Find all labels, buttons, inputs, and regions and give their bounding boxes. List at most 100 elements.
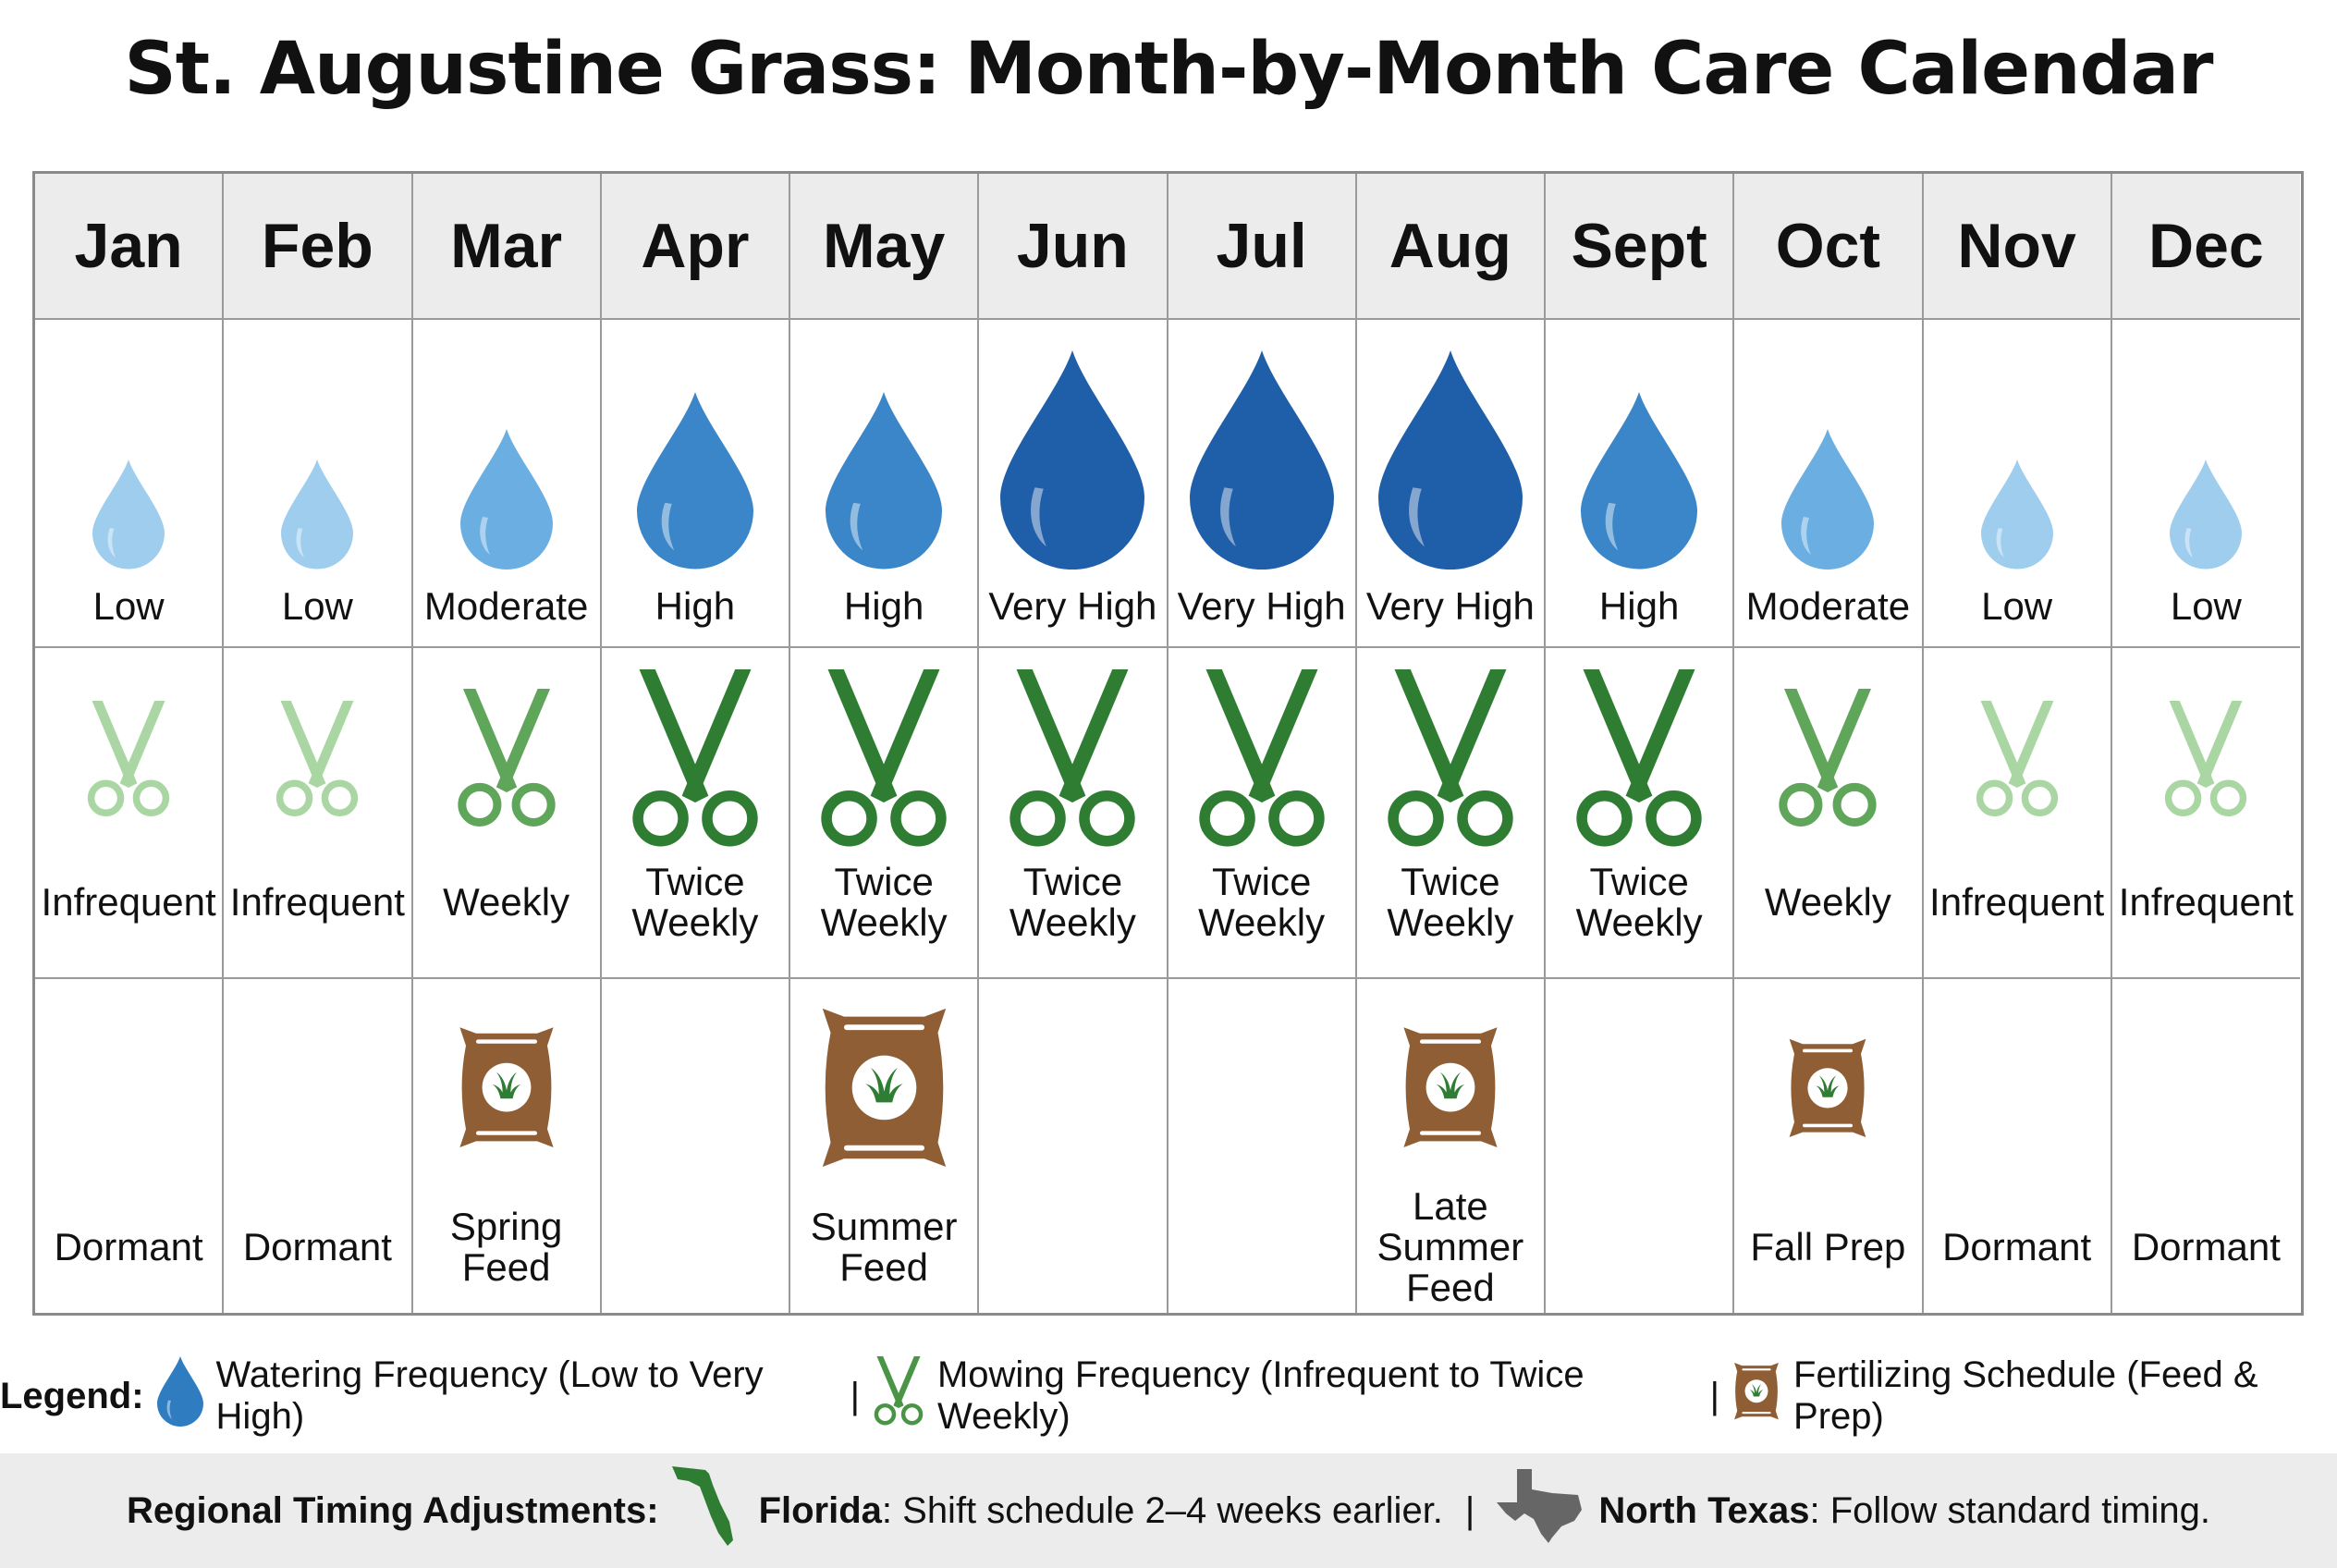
month-header: Nov: [1923, 174, 2112, 320]
legend: Legend: Watering Frequency (Low to Very …: [0, 1354, 2337, 1437]
fertilizing-schedule: [1546, 1187, 1732, 1307]
scissors-icon: [1357, 667, 1544, 851]
watering-level: Very High: [1177, 584, 1346, 628]
watering-level: High: [1598, 584, 1680, 628]
month-header: Oct: [1734, 174, 1924, 320]
fertilizing-schedule: Dormant: [242, 1225, 392, 1268]
florida-map-icon: [671, 1464, 746, 1557]
fertilizer-bag-icon: [1732, 1362, 1780, 1429]
fertilizer-bag-icon: [413, 988, 600, 1187]
water-drop-icon: [1357, 348, 1544, 570]
care-calendar-table: Jan Low Infrequent Dormant Feb Low Infrequent D…: [32, 171, 2304, 1316]
scissors-icon: [2112, 667, 2300, 851]
water-drop-icon: [1168, 348, 1355, 570]
month-header: Feb: [224, 174, 413, 320]
fertilizer-bag-icon: [979, 988, 1166, 1187]
water-drop-icon: [979, 348, 1166, 570]
mowing-cell: Weekly: [412, 648, 602, 979]
scissors-icon: [873, 1356, 924, 1436]
page-title: St. Augustine Grass: Month-by-Month Care…: [124, 28, 2214, 111]
month-header: Jan: [35, 174, 225, 320]
mowing-cell: Twice Weekly: [1168, 648, 1357, 979]
mowing-frequency: Weekly: [1764, 880, 1891, 924]
fertilizer-bag-icon: [35, 988, 222, 1187]
fertilizer-bag-icon: [1546, 988, 1732, 1187]
mowing-frequency: Infrequent: [1929, 880, 2105, 924]
scissors-icon: [790, 667, 977, 851]
watering-cell: Low: [224, 320, 413, 648]
water-drop-icon: [1546, 348, 1732, 570]
month-header: Apr: [601, 174, 790, 320]
fertilizer-bag-icon: [602, 988, 789, 1187]
scissors-icon: [979, 667, 1166, 851]
watering-level: High: [843, 584, 924, 628]
scissors-icon: [1168, 667, 1355, 851]
mowing-cell: Infrequent: [224, 648, 413, 979]
fertilizing-cell: Fall Prep: [1734, 979, 1924, 1313]
fertilizer-bag-icon: [224, 988, 410, 1187]
fertilizing-schedule: [1168, 1187, 1355, 1307]
water-drop-icon: [1924, 348, 2111, 570]
fertilizing-schedule: Dormant: [54, 1225, 203, 1268]
watering-level: Moderate: [1745, 584, 1911, 628]
fertilizer-bag-icon: [1924, 988, 2111, 1187]
watering-cell: High: [790, 320, 980, 648]
mowing-frequency: Infrequent: [229, 880, 405, 924]
fertilizing-cell: [602, 979, 790, 1313]
scissors-icon: [1546, 667, 1732, 851]
scissors-icon: [35, 667, 222, 851]
water-drop-icon: [156, 1356, 203, 1436]
mowing-cell: Twice Weekly: [979, 648, 1168, 979]
fertilizing-schedule: Summer Feed: [810, 1205, 958, 1289]
fertilizing-schedule: Dormant: [2131, 1225, 2281, 1268]
fertilizing-cell: Dormant: [224, 979, 413, 1313]
scissors-icon: [1924, 667, 2111, 851]
fertilizing-schedule: Dormant: [1942, 1225, 2092, 1268]
watering-cell: Very High: [979, 320, 1168, 648]
mowing-cell: Twice Weekly: [1546, 648, 1735, 979]
florida-note: Florida: Shift schedule 2–4 weeks earlie…: [758, 1489, 1443, 1531]
legend-fert: Fertilizing Schedule (Feed & Prep): [1793, 1354, 2258, 1437]
watering-level: Very High: [1365, 584, 1535, 628]
water-drop-icon: [790, 348, 977, 570]
watering-cell: Moderate: [412, 320, 602, 648]
mowing-frequency: Infrequent: [41, 880, 216, 924]
legend-separator: |: [1709, 1375, 1720, 1416]
fertilizing-cell: Summer Feed: [790, 979, 980, 1313]
fertilizer-bag-icon: [1357, 988, 1544, 1187]
month-header: Dec: [2111, 174, 2300, 320]
mowing-frequency: Twice Weekly: [1575, 860, 1703, 944]
fertilizing-cell: [1546, 979, 1735, 1313]
legend-mow: Mowing Frequency (Infrequent to Twice We…: [936, 1354, 1585, 1437]
watering-cell: Moderate: [1734, 320, 1924, 648]
fertilizing-cell: [979, 979, 1168, 1313]
mowing-cell: Weekly: [1734, 648, 1924, 979]
mowing-cell: Infrequent: [2111, 648, 2300, 979]
mowing-frequency: Infrequent: [2118, 880, 2294, 924]
legend-label: Legend:: [0, 1375, 144, 1416]
water-drop-icon: [1734, 348, 1921, 570]
mowing-frequency: Twice Weekly: [1009, 860, 1136, 944]
watering-level: Low: [1981, 584, 2053, 628]
fertilizer-bag-icon: [2112, 988, 2300, 1187]
watering-level: High: [655, 584, 736, 628]
mowing-frequency: Weekly: [443, 880, 570, 924]
water-drop-icon: [224, 348, 410, 570]
watering-cell: High: [1546, 320, 1735, 648]
watering-cell: Low: [2111, 320, 2300, 648]
watering-level: Moderate: [423, 584, 589, 628]
fertilizing-cell: Late Summer Feed: [1357, 979, 1546, 1313]
watering-cell: Very High: [1168, 320, 1357, 648]
mowing-cell: Infrequent: [1923, 648, 2112, 979]
mowing-frequency: Twice Weekly: [631, 860, 759, 944]
scissors-icon: [1734, 667, 1921, 851]
scissors-icon: [602, 667, 789, 851]
watering-cell: Low: [35, 320, 225, 648]
month-header: Sept: [1546, 174, 1735, 320]
mowing-cell: Twice Weekly: [790, 648, 980, 979]
month-header: Mar: [412, 174, 602, 320]
month-header: Aug: [1356, 174, 1546, 320]
mowing-cell: Twice Weekly: [601, 648, 790, 979]
watering-level: Low: [281, 584, 353, 628]
water-drop-icon: [602, 348, 789, 570]
